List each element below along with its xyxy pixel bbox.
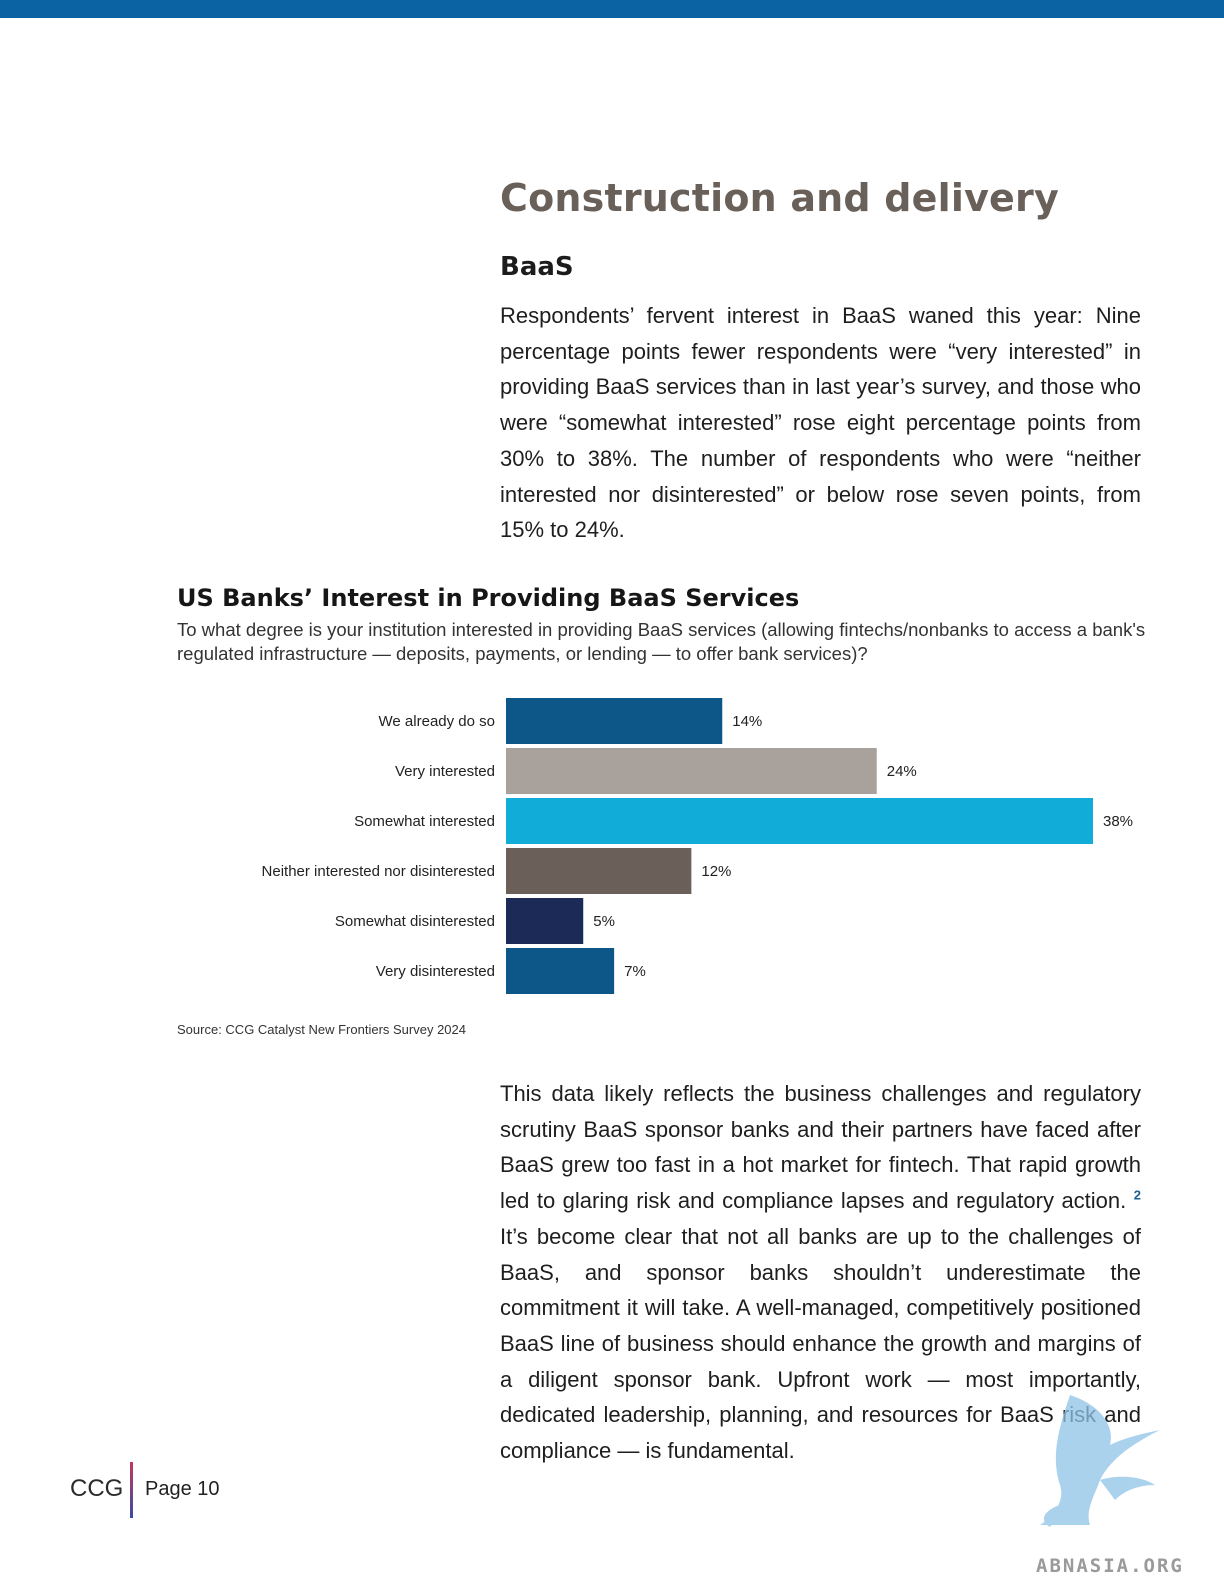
value-label: 14% (732, 713, 762, 730)
subheading-baas: BaaS (500, 252, 574, 282)
page-number: Page 10 (145, 1478, 220, 1500)
category-label: Neither interested nor disinterested (262, 863, 495, 880)
top-accent-bar (0, 0, 1224, 18)
section-title: Construction and delivery (500, 176, 1059, 220)
bar (506, 948, 615, 994)
category-label: Somewhat disinterested (335, 913, 495, 930)
body-paragraph-start: This data likely reflects the business c… (500, 1081, 1141, 1214)
griffin-icon (1040, 1395, 1160, 1527)
watermark-text: ABNASIA.ORG (1036, 1555, 1184, 1577)
value-label: 12% (701, 863, 731, 880)
body-paragraph-end: It’s become clear that not all banks are… (500, 1223, 1141, 1464)
bar (506, 798, 1093, 844)
footer-divider (130, 1462, 133, 1518)
category-label: We already do so (379, 713, 495, 730)
bar (506, 848, 692, 894)
bar (506, 898, 584, 944)
body-paragraph: This data likely reflects the business c… (500, 1076, 1141, 1469)
chart-question: To what degree is your institution inter… (177, 619, 1146, 664)
category-label: Very interested (395, 763, 495, 780)
bar (506, 698, 723, 744)
chart-title: US Banks’ Interest in Providing BaaS Ser… (177, 584, 800, 612)
category-label: Somewhat interested (354, 813, 495, 830)
value-label: 38% (1103, 813, 1133, 830)
category-label: Very disinterested (376, 963, 495, 980)
value-label: 24% (887, 763, 917, 780)
ccg-logo: CCG (70, 1475, 124, 1502)
value-label: 5% (593, 913, 615, 930)
bar (506, 748, 877, 794)
chart-source: Source: CCG Catalyst New Frontiers Surve… (177, 1022, 466, 1037)
value-label: 7% (624, 963, 646, 980)
intro-paragraph: Respondents’ fervent interest in BaaS wa… (500, 303, 1141, 543)
footnote-marker[interactable]: 2 (1133, 1187, 1142, 1203)
